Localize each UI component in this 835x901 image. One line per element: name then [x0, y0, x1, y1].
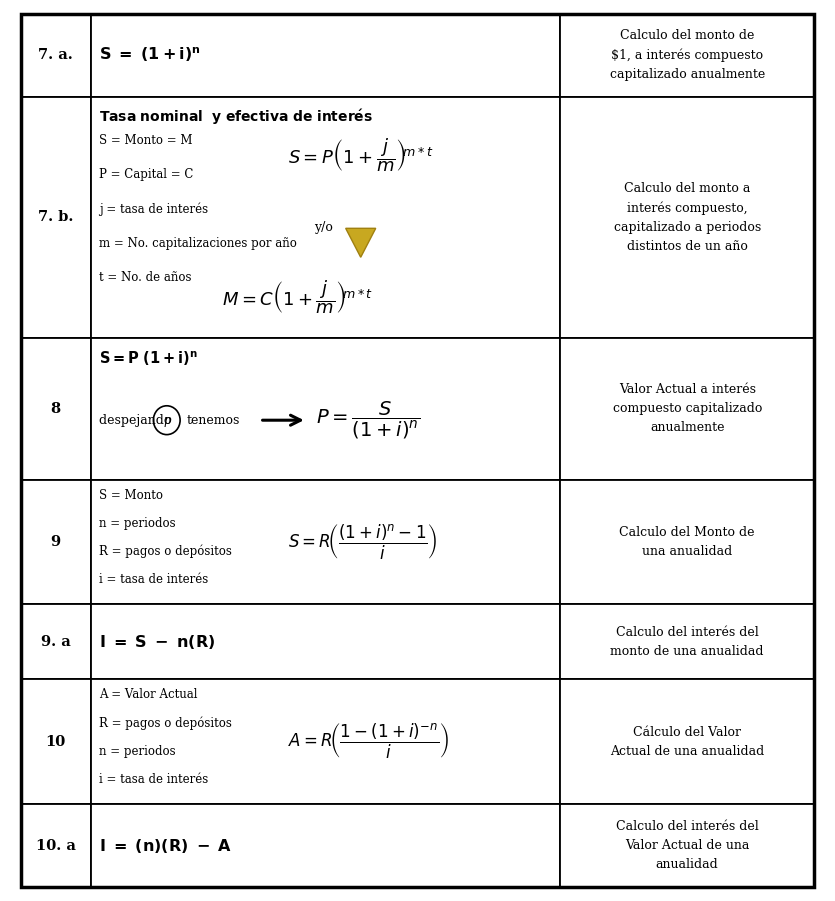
- Text: 10: 10: [46, 735, 66, 749]
- Bar: [560, 805, 814, 887]
- Text: $\mathbf{I\ =\ S\ -\ n(R)}$: $\mathbf{I\ =\ S\ -\ n(R)}$: [99, 633, 215, 651]
- Text: Valor Actual a interés
compuesto capitalizado
anualmente: Valor Actual a interés compuesto capital…: [613, 384, 762, 434]
- Text: S = Monto = M: S = Monto = M: [99, 134, 193, 147]
- Text: 7. b.: 7. b.: [38, 211, 73, 224]
- Bar: [560, 14, 814, 96]
- Text: $\mathbf{S\ =\ (1+i)^n}$: $\mathbf{S\ =\ (1+i)^n}$: [99, 46, 200, 65]
- Bar: [91, 605, 560, 679]
- Bar: [21, 14, 91, 96]
- Text: $\mathbf{I\ =\ (n)(R)\ -\ A}$: $\mathbf{I\ =\ (n)(R)\ -\ A}$: [99, 837, 232, 855]
- Text: despejando: despejando: [99, 414, 175, 427]
- Text: Calculo del interés del
monto de una anualidad: Calculo del interés del monto de una anu…: [610, 626, 764, 658]
- Bar: [91, 96, 560, 338]
- Text: P = Capital = C: P = Capital = C: [99, 168, 194, 181]
- Text: n = periodos: n = periodos: [99, 517, 175, 530]
- Text: 8: 8: [51, 402, 61, 416]
- Text: $\mathbf{Tasa\ nominal\ \ y\ efectiva\ de\ inter\acute{e}s}$: $\mathbf{Tasa\ nominal\ \ y\ efectiva\ d…: [99, 107, 373, 127]
- Text: Calculo del Monto de
una anualidad: Calculo del Monto de una anualidad: [620, 526, 755, 558]
- Bar: [91, 479, 560, 605]
- Text: i = tasa de interés: i = tasa de interés: [99, 773, 208, 786]
- Text: tenemos: tenemos: [187, 414, 240, 427]
- Text: R = pagos o depósitos: R = pagos o depósitos: [99, 545, 232, 559]
- Bar: [560, 338, 814, 479]
- Bar: [91, 679, 560, 805]
- Bar: [560, 605, 814, 679]
- Text: m = No. capitalizaciones por año: m = No. capitalizaciones por año: [99, 237, 297, 250]
- Bar: [21, 338, 91, 479]
- Text: i = tasa de interés: i = tasa de interés: [99, 573, 208, 586]
- Text: $A = R\!\left(\dfrac{1-(1+i)^{-n}}{i}\right)$: $A = R\!\left(\dfrac{1-(1+i)^{-n}}{i}\ri…: [288, 723, 449, 761]
- Bar: [560, 479, 814, 605]
- Text: j = tasa de interés: j = tasa de interés: [99, 203, 208, 216]
- Bar: [91, 14, 560, 96]
- Bar: [21, 479, 91, 605]
- Bar: [560, 96, 814, 338]
- Text: 9. a: 9. a: [41, 635, 71, 649]
- Bar: [91, 805, 560, 887]
- Text: 10. a: 10. a: [36, 839, 76, 853]
- Bar: [560, 679, 814, 805]
- Text: $\mathbf{S = P\ (1+i)^n}$: $\mathbf{S = P\ (1+i)^n}$: [99, 349, 198, 368]
- Bar: [21, 605, 91, 679]
- Bar: [91, 338, 560, 479]
- Polygon shape: [346, 228, 376, 258]
- Text: Calculo del monto a
interés compuesto,
capitalizado a periodos
distintos de un a: Calculo del monto a interés compuesto, c…: [614, 182, 761, 253]
- Text: t = No. de años: t = No. de años: [99, 271, 191, 285]
- Bar: [21, 96, 91, 338]
- Bar: [21, 805, 91, 887]
- Text: $S = R\!\left(\dfrac{(1+i)^n-1}{i}\right)$: $S = R\!\left(\dfrac{(1+i)^n-1}{i}\right…: [288, 523, 438, 561]
- Text: Cálculo del Valor
Actual de una anualidad: Cálculo del Valor Actual de una anualida…: [610, 726, 764, 758]
- Text: $P = \dfrac{S}{(1+i)^n}$: $P = \dfrac{S}{(1+i)^n}$: [316, 399, 420, 441]
- Text: A = Valor Actual: A = Valor Actual: [99, 688, 198, 701]
- Text: R = pagos o depósitos: R = pagos o depósitos: [99, 716, 232, 730]
- Bar: [21, 679, 91, 805]
- Text: p: p: [163, 414, 170, 427]
- Text: Calculo del monto de
$1, a interés compuesto
capitalizado anualmente: Calculo del monto de $1, a interés compu…: [610, 29, 765, 81]
- Text: 9: 9: [51, 535, 61, 549]
- Text: $S = P\left(1+\dfrac{j}{m}\right)^{\!\!m*t}$: $S = P\left(1+\dfrac{j}{m}\right)^{\!\!m…: [288, 136, 433, 174]
- Text: 7. a.: 7. a.: [38, 48, 73, 62]
- Text: $M = C\left(1+\dfrac{j}{m}\right)^{\!\!m*t}$: $M = C\left(1+\dfrac{j}{m}\right)^{\!\!m…: [222, 278, 373, 316]
- Text: y/o: y/o: [314, 221, 332, 233]
- Text: S = Monto: S = Monto: [99, 488, 163, 502]
- Text: Calculo del interés del
Valor Actual de una
anualidad: Calculo del interés del Valor Actual de …: [616, 821, 758, 871]
- Text: n = periodos: n = periodos: [99, 744, 175, 758]
